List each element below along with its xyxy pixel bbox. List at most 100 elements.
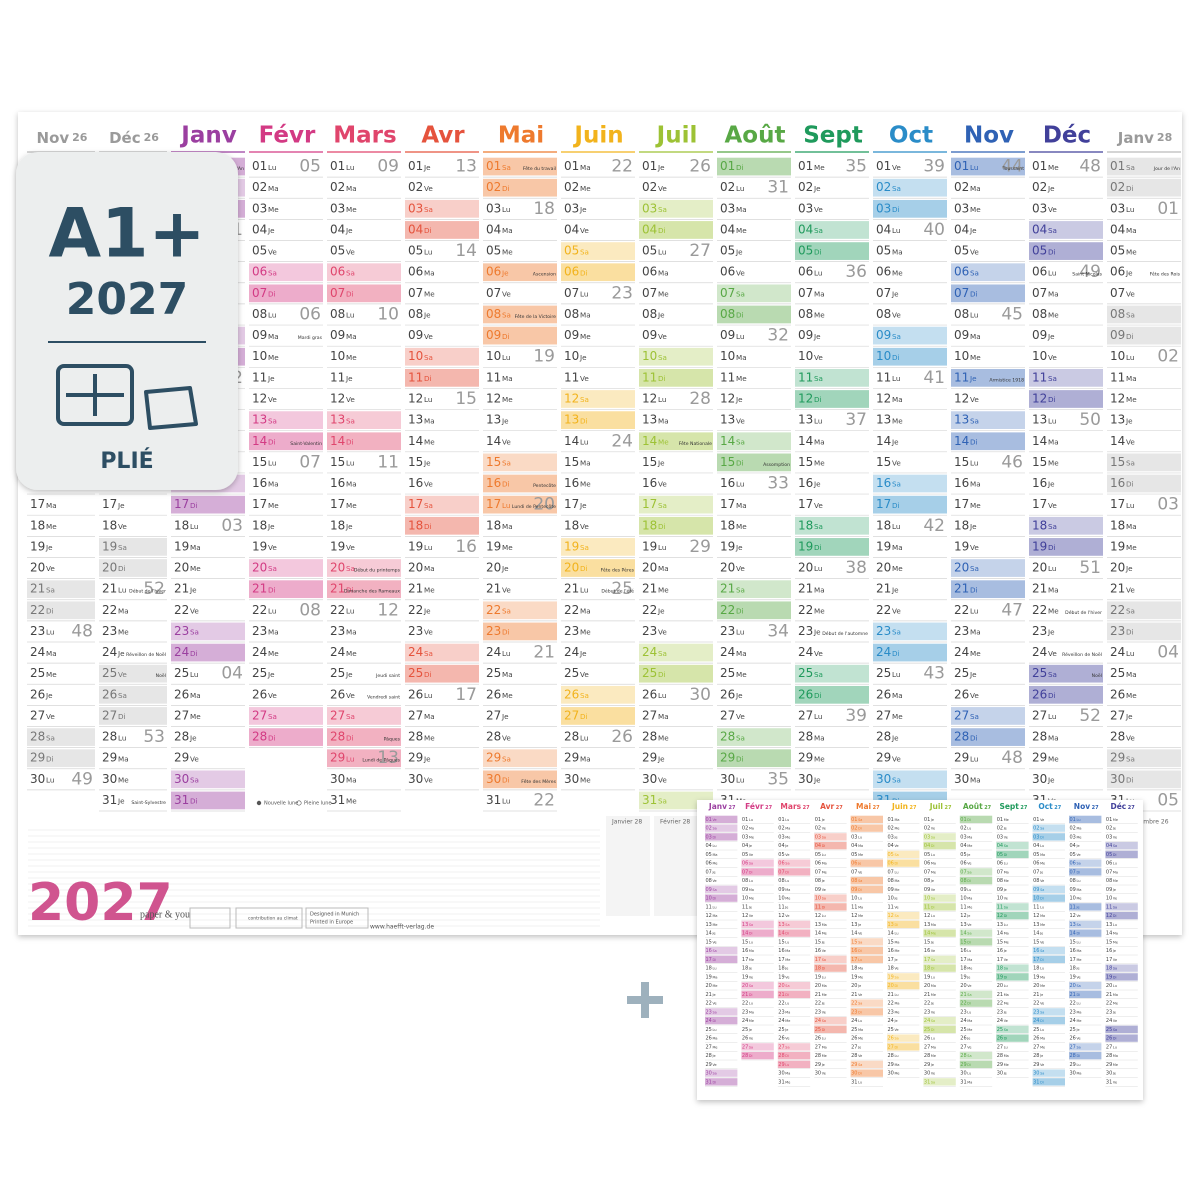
day-shade [639, 664, 713, 683]
weekday: Je [657, 163, 665, 172]
weekday: Me [814, 163, 825, 172]
weekday: Lu [190, 670, 198, 679]
weekday: Me [713, 862, 718, 866]
month-header: Janv 28 [1117, 129, 1172, 147]
weekday: Je [930, 879, 934, 883]
day-number: 04 [1033, 843, 1039, 849]
day-number: 15 [924, 939, 930, 945]
weekday: Sa [268, 564, 277, 573]
weekday: Me [1048, 311, 1059, 320]
day-shade [850, 824, 883, 832]
day-number: 17 [642, 497, 657, 511]
weekday: Ma [424, 416, 435, 425]
day-shade [951, 559, 1025, 577]
logo-box [305, 907, 369, 929]
day-number: 31 [486, 793, 501, 807]
mini-month-header: Janv 27 [708, 802, 736, 811]
month-year: 27 [945, 805, 952, 811]
day-number: 16 [960, 948, 966, 954]
weekday: Ma [736, 501, 747, 510]
day-number: 18 [778, 966, 784, 972]
weekday: Je [423, 163, 431, 172]
week-number: 25 [611, 579, 633, 599]
day-number: 02 [954, 180, 969, 194]
day-number: 23 [706, 1009, 712, 1015]
weekday: Je [857, 984, 861, 988]
weekday: Ve [658, 776, 667, 785]
day-number: 23 [1070, 1009, 1076, 1015]
month-header: Juil [655, 123, 698, 149]
day-shade [705, 894, 738, 902]
day-number: 13 [486, 413, 501, 427]
month-year: 27 [1054, 805, 1061, 811]
day-number: 06 [960, 861, 966, 867]
day-number: 10 [252, 349, 267, 363]
day-number: 30 [997, 1071, 1003, 1077]
day-number: 18 [408, 518, 423, 532]
day-number: 02 [815, 826, 821, 832]
mini-month-header: Nov 27 [1074, 802, 1099, 811]
weekday: Sa [892, 480, 901, 489]
day-number: 27 [778, 1044, 784, 1050]
day-shade [996, 964, 1029, 972]
weekday: Ma [1113, 870, 1118, 874]
holiday-label: Ascension [533, 272, 556, 278]
weekday: Ma [268, 332, 279, 341]
day-number: 22 [1106, 1001, 1112, 1007]
day-number: 07 [1033, 869, 1039, 875]
weekday: Sa [822, 897, 826, 901]
day-number: 06 [1070, 861, 1076, 867]
day-number: 04 [778, 843, 784, 849]
weekday: Ma [785, 1010, 790, 1014]
day-number: 25 [102, 666, 117, 680]
weekday: Di [118, 712, 126, 721]
day-shade [795, 221, 869, 239]
month-header: Janv [179, 123, 236, 149]
day-number: 23 [851, 1009, 857, 1015]
weekday: Lu [658, 691, 666, 700]
day-number: 27 [960, 1044, 966, 1050]
day-number: 31 [642, 793, 657, 807]
day-shade [327, 411, 401, 429]
weekday: Je [712, 1054, 716, 1058]
weekday: Me [1004, 1063, 1009, 1067]
day-number: 03 [252, 201, 267, 215]
day-number: 08 [960, 878, 966, 884]
day-number: 14 [486, 434, 501, 448]
day-number: 29 [642, 751, 657, 765]
weekday: Lu [892, 522, 900, 531]
day-number: 18 [486, 518, 501, 532]
weekday: Ma [736, 205, 747, 214]
day-number: 23 [742, 1009, 748, 1015]
weekday: Di [424, 670, 432, 679]
weekday: Me [970, 649, 981, 658]
weekday: Je [501, 564, 509, 573]
day-number: 11 [564, 370, 579, 384]
weekday: Ma [858, 967, 863, 971]
day-number: 01 [564, 159, 579, 173]
day-shade [327, 559, 401, 577]
weekday: Ma [858, 1028, 863, 1032]
day-number: 10 [798, 349, 813, 363]
weekday: Ve [970, 395, 979, 404]
weekday: Je [969, 522, 977, 531]
day-number: 29 [102, 751, 117, 765]
day-shade [887, 973, 920, 981]
day-shade [1069, 815, 1102, 824]
weekday: Ma [892, 247, 903, 256]
day-number: 17 [888, 957, 894, 963]
weekday: Me [1004, 1002, 1009, 1006]
weekday: Ve [424, 628, 433, 637]
day-number: 24 [408, 645, 423, 659]
weekday: Me [658, 437, 669, 446]
weekday: Je [735, 543, 743, 552]
day-number: 06 [876, 265, 891, 279]
weekday: Ma [967, 835, 972, 839]
weekday: Je [1039, 1054, 1043, 1058]
day-number: 25 [1070, 1027, 1076, 1033]
weekday: Je [1112, 949, 1116, 953]
weekday: Je [189, 733, 197, 742]
day-shade [795, 685, 869, 704]
weekday: Je [267, 670, 275, 679]
day-number: 04 [851, 843, 857, 849]
